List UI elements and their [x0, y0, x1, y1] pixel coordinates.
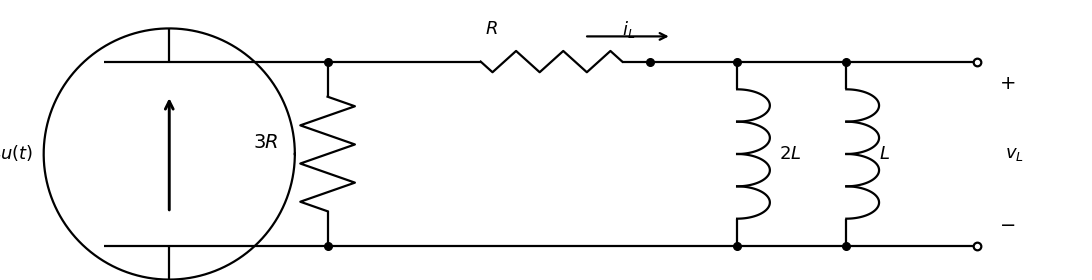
Text: $L$: $L$	[879, 145, 890, 163]
Text: $i_s u(t)$: $i_s u(t)$	[0, 143, 33, 165]
Text: $-$: $-$	[999, 214, 1016, 234]
Text: $v_L$: $v_L$	[1005, 145, 1023, 163]
Text: $3R$: $3R$	[253, 134, 278, 152]
Text: $+$: $+$	[999, 74, 1016, 94]
Text: $i_L$: $i_L$	[622, 19, 636, 40]
Text: $R$: $R$	[485, 20, 498, 38]
Text: $2L$: $2L$	[779, 145, 802, 163]
